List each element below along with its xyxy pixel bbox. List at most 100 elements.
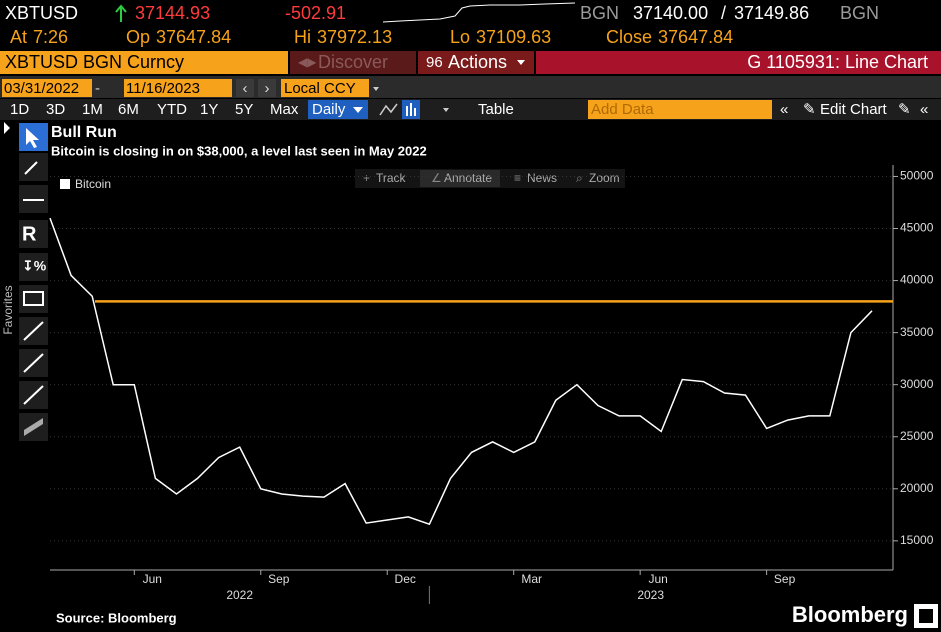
tool-icon: ≡ — [514, 171, 521, 185]
percent-tool[interactable] — [19, 253, 48, 281]
currency-box[interactable] — [281, 79, 369, 97]
period-button[interactable]: 1M — [82, 101, 103, 118]
brand: Bloomberg — [792, 602, 908, 627]
y-tick-label: 20000 — [900, 481, 934, 495]
actions[interactable]: Actions — [448, 52, 507, 72]
line-tool-icon — [23, 385, 44, 405]
edit-chart[interactable]: Edit Chart — [820, 101, 888, 118]
stat-label: Hi — [294, 27, 311, 47]
security-box[interactable] — [0, 51, 288, 74]
frequency-box[interactable] — [308, 100, 368, 119]
x-tick-label: Sep — [774, 572, 796, 586]
tool-button[interactable]: Track — [376, 171, 407, 185]
ray-icon — [23, 353, 44, 373]
brand-icon-inner — [919, 609, 933, 623]
period-button[interactable]: YTD — [157, 101, 187, 118]
slash: / — [721, 3, 726, 23]
table[interactable]: Table — [478, 101, 514, 118]
sidebar-toggle[interactable] — [4, 122, 10, 134]
date-bar — [0, 76, 941, 98]
up-arrow — [115, 4, 127, 22]
tool-button[interactable]: Zoom — [589, 171, 620, 185]
add-data-box[interactable] — [588, 100, 772, 119]
legend-swatch — [60, 179, 70, 189]
price-change: -502.91 — [285, 3, 346, 23]
stat-value: 37972.13 — [317, 27, 392, 47]
date-dash: - — [95, 80, 100, 97]
start-date[interactable]: 03/31/2022 — [4, 80, 79, 97]
segment-icon — [23, 321, 44, 341]
expand-icon[interactable]: « — [920, 101, 928, 118]
discover-button[interactable] — [290, 51, 416, 74]
draw-icon — [24, 161, 38, 175]
x-tick-label: Sep — [268, 572, 290, 586]
tool-icon: ⌕ — [576, 171, 583, 185]
last-price: 37144.93 — [135, 3, 210, 23]
currency-caret — [373, 87, 379, 91]
y-tick-label: 30000 — [900, 377, 934, 391]
plot: 15000 20000 25000 30000 35000 40000 45000 50000… — [49, 165, 934, 604]
tool-icon: + — [363, 171, 370, 185]
prev-icon: ‹ — [243, 80, 248, 97]
settings-icon[interactable]: ✎ — [898, 101, 911, 118]
periods: 1D 3D 1M 6M YTD 1Y 5Y Max — [10, 101, 299, 118]
tool-highlight — [420, 170, 500, 187]
favorites: Favorites — [1, 285, 15, 334]
period-button[interactable]: 3D — [46, 101, 65, 118]
chart-type-caret — [443, 108, 449, 112]
period-button[interactable]: 6M — [118, 101, 139, 118]
x-tick-label: Jun — [648, 572, 667, 586]
security[interactable]: XBTUSD BGN Curncy — [5, 52, 184, 72]
y-tick-label: 50000 — [900, 169, 934, 183]
discover[interactable]: Discover — [318, 52, 388, 72]
stat-label: At — [10, 27, 27, 47]
actions-caret — [517, 60, 525, 65]
next-icon: › — [265, 80, 270, 97]
currency[interactable]: Local CCY — [284, 80, 356, 97]
period-button[interactable]: 1Y — [200, 101, 218, 118]
bid-source: BGN — [580, 3, 619, 23]
function-title: G 1105931: Line Chart — [747, 52, 928, 72]
percent-icon: ↧% — [22, 258, 47, 274]
edit-icon: ✎ — [803, 101, 816, 118]
add-data[interactable]: Add Data — [591, 101, 654, 118]
end-date-box[interactable] — [124, 79, 232, 97]
year-label: 2022 — [226, 588, 253, 602]
rect-icon — [23, 291, 44, 306]
y-tick-label: 15000 — [900, 533, 934, 547]
end-date[interactable]: 11/16/2023 — [126, 80, 200, 97]
text-icon: R — [22, 223, 37, 245]
year-label: 2023 — [637, 588, 664, 602]
ticker: XBTUSD — [5, 3, 78, 23]
tool-button[interactable]: News — [527, 171, 557, 185]
chart-title: Bull Run — [51, 124, 117, 141]
x-tick-label: Mar — [521, 572, 542, 586]
chart-subtitle: Bitcoin is closing in on $38,000, a leve… — [51, 143, 427, 158]
y-tick-label: 25000 — [900, 429, 934, 443]
x-tick-label: Dec — [395, 572, 416, 586]
start-date-box[interactable] — [2, 79, 92, 97]
stat-value: 37647.84 — [156, 27, 231, 47]
stat-value: 37647.84 — [658, 27, 733, 47]
draw-tool[interactable] — [19, 153, 48, 181]
stat-label: Close — [606, 27, 652, 47]
period-button[interactable]: 5Y — [235, 101, 253, 118]
x-tick-label: Jun — [143, 572, 162, 586]
frequency[interactable]: Daily — [312, 101, 346, 118]
tool-icon: ∠ — [431, 171, 442, 185]
actions-button[interactable] — [418, 51, 534, 74]
collapse-icon[interactable]: « — [780, 101, 788, 118]
next-button[interactable] — [258, 79, 276, 97]
stat-label: Op — [126, 27, 150, 47]
discover-icon: ◀▶ — [298, 55, 317, 69]
tool-button[interactable]: Annotate — [444, 171, 492, 185]
text-tool[interactable] — [19, 220, 48, 248]
line-icon[interactable] — [379, 103, 398, 116]
chart-tools: + Track ∠ Annotate ≡ News ⌕ Zoom — [363, 170, 620, 187]
prev-button[interactable] — [236, 79, 254, 97]
legend-label: Bitcoin — [75, 177, 111, 191]
period-button[interactable]: 1D — [10, 101, 29, 118]
function-bar — [536, 51, 941, 74]
period-button[interactable]: Max — [270, 101, 299, 118]
actions-icon: 96 — [426, 54, 443, 71]
